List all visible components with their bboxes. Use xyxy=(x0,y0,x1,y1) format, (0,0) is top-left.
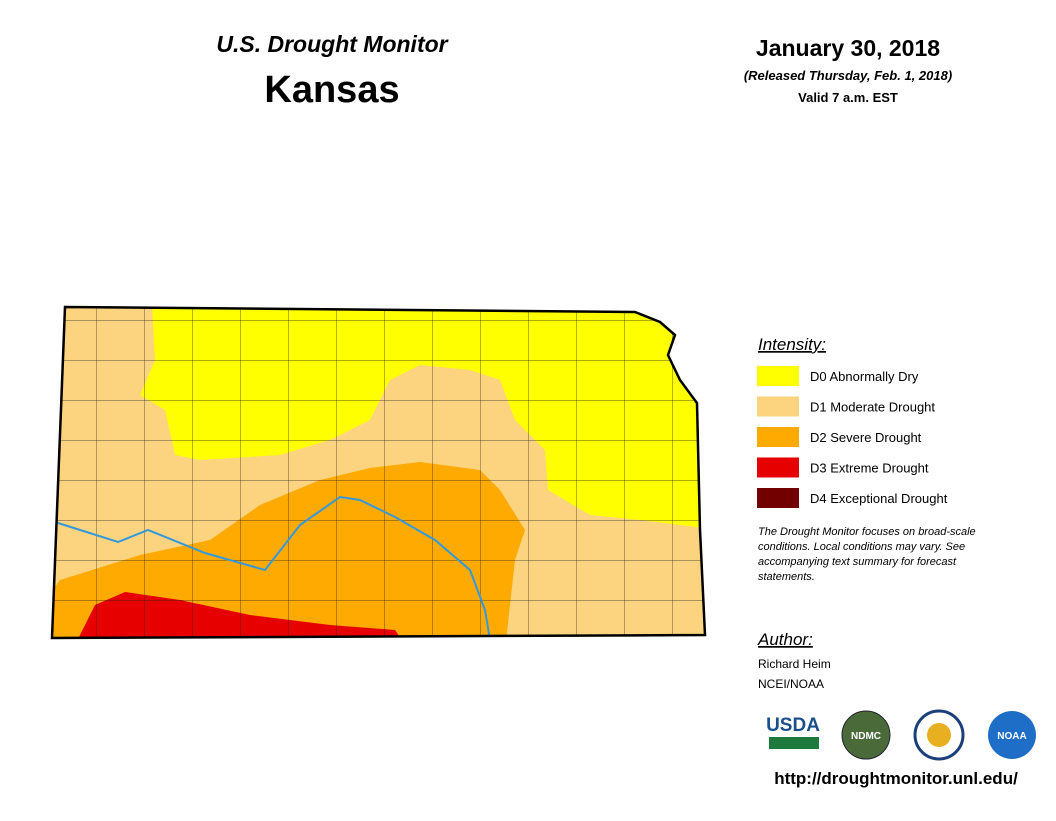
legend-label: D4 Exceptional Drought xyxy=(810,491,948,506)
logo-usda: USDA xyxy=(766,715,820,736)
legend-label: D2 Severe Drought xyxy=(810,430,922,445)
release-date: (Released Thursday, Feb. 1, 2018) xyxy=(744,68,952,83)
legend-swatch xyxy=(757,488,799,508)
note-line: The Drought Monitor focuses on broad-sca… xyxy=(758,526,976,538)
logo-noaa xyxy=(988,711,1036,759)
logo-usda-field xyxy=(769,737,819,749)
legend-swatch xyxy=(757,427,799,447)
legend-label: D3 Extreme Drought xyxy=(810,461,929,476)
author: Richard Heim NCEI/NOAA xyxy=(758,657,831,691)
author-line: Richard Heim xyxy=(758,657,831,671)
note-line: accompanying text summary for forecast xyxy=(758,556,957,568)
state-map xyxy=(52,307,705,638)
legend-swatch xyxy=(757,366,799,386)
note: The Drought Monitor focuses on broad-sca… xyxy=(758,526,976,583)
river xyxy=(57,495,491,638)
legend-swatch xyxy=(757,457,799,478)
note-line: statements. xyxy=(758,571,815,583)
legend-label: D1 Moderate Drought xyxy=(810,400,935,415)
legend-heading: Intensity: xyxy=(758,335,826,354)
legend-swatch xyxy=(757,396,799,417)
logo-ndmc xyxy=(841,710,891,760)
logo-commerce-emblem xyxy=(927,723,951,747)
logos: USDA NDMC NOAA xyxy=(766,709,1036,761)
map-date: January 30, 2018 xyxy=(756,35,940,61)
note-line: conditions. Local conditions may vary. S… xyxy=(758,541,965,553)
legend: D0 Abnormally Dry D1 Moderate Drought D2 S… xyxy=(757,366,948,508)
county-lines xyxy=(52,307,705,638)
state-outline xyxy=(50,305,707,640)
logo-noaa-text: NOAA xyxy=(997,731,1026,742)
url[interactable]: http://droughtmonitor.unl.edu/ xyxy=(774,769,1018,788)
valid-time: Valid 7 a.m. EST xyxy=(798,90,898,105)
author-line: NCEI/NOAA xyxy=(758,677,824,691)
state-name: Kansas xyxy=(264,69,399,111)
logo-ndmc-text: NDMC xyxy=(851,731,881,742)
map-title: U.S. Drought Monitor xyxy=(216,31,448,57)
author-heading: Author: xyxy=(757,630,813,649)
legend-label: D0 Abnormally Dry xyxy=(810,369,919,384)
